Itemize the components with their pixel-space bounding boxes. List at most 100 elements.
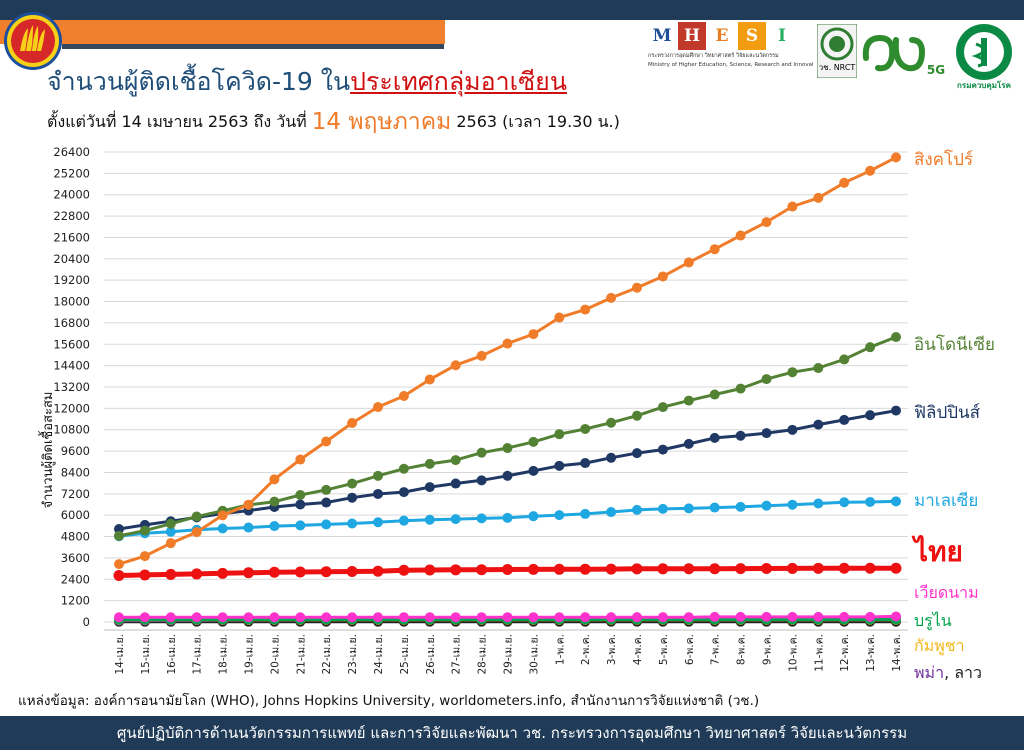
x-tick-label: 24-เม.ย. — [373, 634, 385, 675]
data-point — [114, 612, 124, 623]
data-point — [839, 414, 850, 425]
x-tick-label: 14-พ.ค. — [891, 634, 903, 672]
data-point — [476, 513, 487, 524]
label-philippines: ฟิลิปปินส์ — [914, 403, 981, 423]
data-point — [864, 562, 876, 574]
y-tick-label: 1200 — [61, 594, 90, 608]
data-point — [502, 512, 513, 523]
label-singapore: สิงคโปร์ — [914, 150, 974, 170]
data-point — [502, 470, 513, 481]
nrct-logo: วช. NRCT — [817, 24, 857, 78]
x-tick-label: 30-เม.ย. — [528, 634, 540, 675]
label-cambodia: กัมพูชา — [914, 636, 965, 655]
data-point — [683, 612, 694, 623]
data-point — [528, 465, 539, 476]
data-point — [683, 503, 694, 514]
x-tick-label: 11-พ.ค. — [813, 634, 825, 672]
asean-logo — [4, 12, 62, 70]
ddc-logo: กรมควบคุมโรค — [956, 24, 1012, 90]
data-point — [813, 498, 824, 509]
data-point — [476, 612, 487, 623]
data-point — [398, 612, 409, 623]
data-point — [165, 518, 176, 529]
data-point — [554, 612, 565, 623]
x-tick-label: 21-เม.ย. — [295, 634, 307, 675]
data-point — [761, 217, 772, 228]
header-rule — [62, 44, 444, 49]
data-point — [683, 395, 694, 406]
data-point — [632, 448, 642, 459]
x-tick-label: 17-เม.ย. — [192, 634, 204, 675]
y-tick-label: 21600 — [53, 230, 90, 244]
data-point — [424, 514, 435, 525]
mhesi-letter: S — [738, 22, 766, 50]
data-point — [295, 612, 306, 623]
mhesi-letter: H — [678, 22, 706, 50]
data-point — [450, 612, 461, 623]
x-tick-label: 14-เม.ย. — [114, 634, 126, 675]
data-point — [735, 383, 746, 394]
series-1 — [114, 332, 901, 541]
data-point — [709, 389, 720, 400]
mhesi-letter: M — [652, 26, 672, 46]
data-point — [632, 282, 642, 293]
data-point — [709, 244, 720, 255]
data-point — [373, 402, 383, 413]
data-point — [631, 563, 643, 575]
data-point — [347, 417, 358, 428]
data-point — [502, 443, 513, 454]
data-point — [580, 304, 591, 315]
x-tick-label: 20-เม.ย. — [269, 634, 281, 675]
data-point — [294, 566, 306, 578]
data-point — [424, 458, 435, 469]
y-tick-label: 3600 — [61, 551, 90, 565]
data-point — [580, 612, 591, 623]
anniversary-5g-logo: 5G — [862, 34, 945, 77]
data-point — [735, 563, 747, 575]
data-point — [865, 165, 876, 176]
series-lines — [113, 152, 902, 627]
data-point — [295, 454, 306, 465]
data-point — [606, 292, 617, 303]
x-tick-label: 7-พ.ค. — [710, 634, 722, 665]
data-point — [891, 611, 901, 622]
data-point — [580, 423, 591, 434]
y-tick-label: 10800 — [53, 423, 90, 437]
data-point — [450, 455, 461, 466]
line-chart: 0 1200 2400 3600 4800 6000 7200 8400 9600 10800 12… — [38, 145, 908, 675]
data-point — [657, 444, 668, 455]
data-point — [735, 611, 746, 622]
data-point — [606, 507, 617, 518]
data-point — [683, 257, 694, 268]
y-tick-label: 26400 — [53, 145, 90, 159]
data-point — [812, 562, 824, 574]
data-point — [269, 474, 280, 485]
svg-text:วช. NRCT: วช. NRCT — [819, 63, 856, 72]
y-tick-label: 9600 — [61, 444, 90, 458]
data-point — [735, 230, 746, 241]
data-point — [579, 563, 591, 575]
data-point — [813, 192, 824, 203]
data-point — [373, 612, 383, 623]
label-myanmar-laos: พม่า, ลาว — [914, 663, 983, 682]
data-point — [269, 496, 280, 507]
x-tick-label: 26-เม.ย. — [425, 634, 437, 675]
data-point — [632, 612, 642, 623]
x-tick-label: 16-เม.ย. — [166, 634, 178, 675]
y-tick-label: 14400 — [53, 359, 90, 373]
x-tick-label: 22-เม.ย. — [321, 634, 333, 675]
data-point — [268, 566, 280, 578]
svg-text:กรมควบคุมโรค: กรมควบคุมโรค — [957, 80, 1011, 90]
x-tick-label: 8-พ.ค. — [736, 634, 748, 665]
data-point — [709, 502, 720, 513]
data-point — [657, 402, 668, 413]
data-point — [114, 559, 124, 570]
data-point — [321, 612, 332, 623]
data-point — [683, 438, 694, 449]
data-point — [709, 432, 720, 443]
data-point — [786, 562, 798, 574]
series-3 — [114, 496, 901, 542]
data-point — [891, 496, 901, 507]
data-point — [347, 478, 358, 489]
